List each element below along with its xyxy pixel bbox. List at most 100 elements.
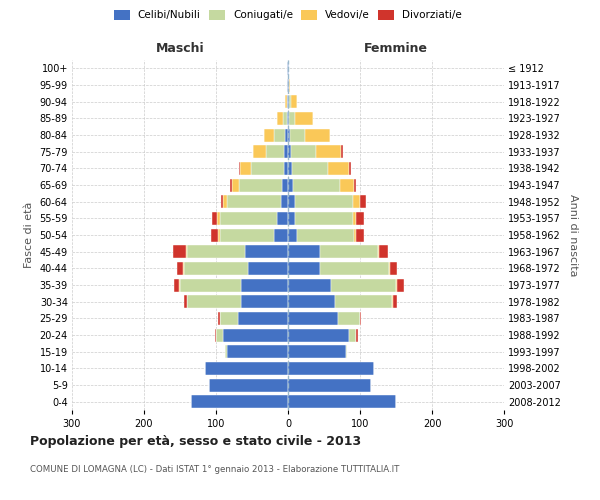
Bar xyxy=(187,295,241,308)
Bar xyxy=(215,328,216,342)
Bar xyxy=(360,195,366,208)
Bar xyxy=(288,295,335,308)
Bar xyxy=(248,262,288,275)
Bar xyxy=(316,145,341,158)
Bar xyxy=(245,245,288,258)
Bar xyxy=(220,212,277,225)
Bar xyxy=(205,362,288,375)
Bar xyxy=(290,128,305,141)
Bar xyxy=(287,78,288,92)
Bar xyxy=(295,112,313,125)
Bar xyxy=(397,278,404,291)
Bar xyxy=(288,178,293,192)
Bar xyxy=(284,145,288,158)
Bar xyxy=(281,195,288,208)
Bar xyxy=(232,178,239,192)
Bar xyxy=(283,112,287,125)
Bar xyxy=(227,345,288,358)
Bar xyxy=(360,312,361,325)
Bar xyxy=(389,262,397,275)
Bar xyxy=(293,178,340,192)
Bar xyxy=(274,128,285,141)
Bar xyxy=(291,95,296,108)
Bar xyxy=(288,112,289,125)
Bar xyxy=(183,262,184,275)
Bar xyxy=(328,162,349,175)
Bar xyxy=(305,128,330,141)
Bar xyxy=(179,278,180,291)
Bar xyxy=(241,278,288,291)
Bar xyxy=(354,228,356,241)
Bar xyxy=(289,112,295,125)
Bar xyxy=(291,145,316,158)
Bar xyxy=(349,162,352,175)
Bar xyxy=(221,195,223,208)
Bar xyxy=(288,328,349,342)
Bar xyxy=(187,245,245,258)
Text: COMUNE DI LOMAGNA (LC) - Dati ISTAT 1° gennaio 2013 - Elaborazione TUTTITALIA.IT: COMUNE DI LOMAGNA (LC) - Dati ISTAT 1° g… xyxy=(30,465,400,474)
Bar xyxy=(220,228,274,241)
Bar xyxy=(173,245,186,258)
Bar xyxy=(287,62,288,75)
Bar xyxy=(186,245,187,258)
Bar xyxy=(288,162,292,175)
Bar xyxy=(331,278,396,291)
Bar xyxy=(216,328,223,342)
Bar xyxy=(173,278,179,291)
Bar xyxy=(191,395,288,408)
Bar xyxy=(353,195,360,208)
Bar xyxy=(209,378,288,392)
Bar xyxy=(353,212,356,225)
Bar xyxy=(239,162,241,175)
Bar xyxy=(346,345,347,358)
Bar xyxy=(282,178,288,192)
Bar xyxy=(288,312,338,325)
Bar xyxy=(379,245,388,258)
Bar xyxy=(288,145,291,158)
Bar xyxy=(180,278,241,291)
Bar xyxy=(354,178,356,192)
Bar xyxy=(288,78,289,92)
Bar xyxy=(217,212,220,225)
Bar xyxy=(288,262,320,275)
Bar xyxy=(284,162,288,175)
Bar xyxy=(296,228,354,241)
Bar xyxy=(287,95,288,108)
Bar xyxy=(230,178,232,192)
Bar xyxy=(288,195,295,208)
Bar xyxy=(288,95,289,108)
Bar xyxy=(289,78,290,92)
Bar xyxy=(356,228,364,241)
Bar xyxy=(251,162,284,175)
Bar xyxy=(285,128,288,141)
Bar xyxy=(288,228,296,241)
Bar xyxy=(349,328,356,342)
Bar xyxy=(253,145,266,158)
Bar xyxy=(277,112,283,125)
Bar xyxy=(220,312,238,325)
Bar xyxy=(288,395,396,408)
Legend: Celibi/Nubili, Coniugati/e, Vedovi/e, Divorziati/e: Celibi/Nubili, Coniugati/e, Vedovi/e, Di… xyxy=(114,10,462,20)
Bar xyxy=(177,262,183,275)
Bar xyxy=(212,212,217,225)
Bar xyxy=(211,228,218,241)
Bar xyxy=(320,245,378,258)
Bar xyxy=(288,345,346,358)
Bar xyxy=(285,95,287,108)
Bar xyxy=(288,245,320,258)
Bar xyxy=(288,212,295,225)
Bar xyxy=(287,112,288,125)
Bar xyxy=(238,312,288,325)
Bar xyxy=(292,162,328,175)
Bar xyxy=(338,312,360,325)
Bar xyxy=(335,295,392,308)
Bar xyxy=(241,295,288,308)
Bar xyxy=(223,195,227,208)
Text: Maschi: Maschi xyxy=(155,42,205,55)
Bar xyxy=(277,212,288,225)
Bar xyxy=(241,162,251,175)
Bar xyxy=(341,145,343,158)
Bar xyxy=(218,312,220,325)
Bar xyxy=(289,95,291,108)
Bar xyxy=(223,328,288,342)
